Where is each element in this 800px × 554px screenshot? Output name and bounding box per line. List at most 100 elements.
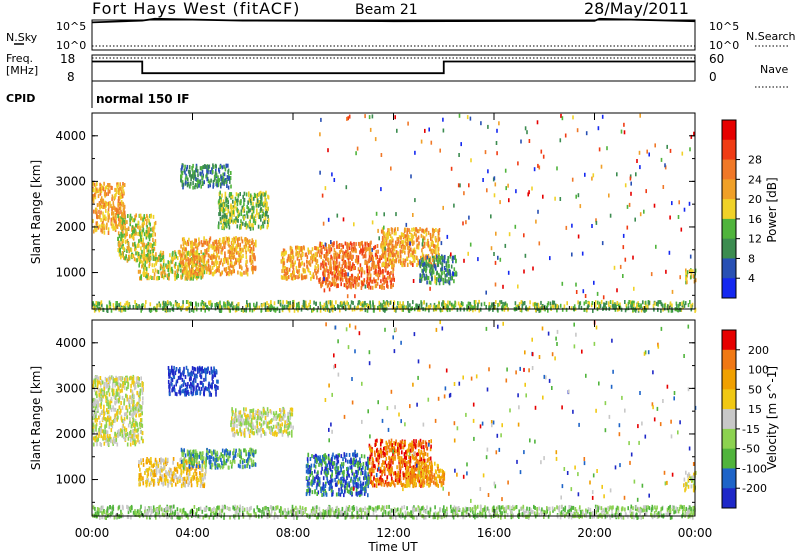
- heatmap-cell: [360, 267, 362, 272]
- heatmap-cell: [166, 273, 168, 278]
- heatmap-cell: [267, 214, 269, 219]
- heatmap-cell: [689, 147, 691, 152]
- heatmap-cell: [231, 205, 233, 209]
- heatmap-cell: [185, 257, 187, 262]
- heatmap-cell: [438, 237, 441, 242]
- heatmap-cell: [137, 220, 140, 225]
- heatmap-cell: [125, 233, 127, 238]
- heatmap-cell: [219, 182, 222, 187]
- heatmap-cell: [427, 230, 430, 235]
- heatmap-cell: [331, 271, 333, 276]
- heatmap-cell: [109, 416, 112, 421]
- heatmap-cell: [321, 282, 324, 287]
- heatmap-cell: [319, 132, 321, 137]
- heatmap-cell: [326, 277, 328, 282]
- heatmap-cell: [412, 251, 414, 255]
- heatmap-cell: [373, 277, 375, 282]
- heatmap-cell: [226, 184, 228, 188]
- heatmap-cell: [383, 244, 386, 249]
- heatmap-cell: [381, 303, 383, 308]
- heatmap-cell: [499, 257, 502, 262]
- heatmap-cell: [124, 307, 127, 312]
- heatmap-cell: [427, 258, 430, 263]
- heatmap-cell: [118, 234, 121, 239]
- heatmap-cell: [459, 183, 461, 188]
- heatmap-cell: [433, 250, 436, 254]
- heatmap-cell: [119, 192, 122, 197]
- heatmap-cell: [156, 256, 158, 261]
- heatmap-cell: [348, 242, 350, 247]
- heatmap-cell: [383, 231, 386, 236]
- heatmap-cell: [334, 250, 337, 255]
- heatmap-cell: [108, 392, 111, 397]
- heatmap-cell: [191, 307, 193, 312]
- heatmap-cell: [264, 212, 267, 217]
- heatmap-cell: [325, 265, 328, 270]
- heatmap-cell: [427, 254, 430, 258]
- heatmap-cell: [626, 306, 628, 311]
- heatmap-cell: [107, 402, 110, 407]
- heatmap-cell: [477, 302, 479, 307]
- heatmap-cell: [169, 267, 171, 272]
- heatmap-cell: [184, 267, 186, 272]
- heatmap-cell: [403, 233, 405, 238]
- heatmap-cell: [677, 215, 680, 219]
- heatmap-cell: [670, 308, 673, 313]
- heatmap-cell: [340, 243, 343, 248]
- heatmap-cell: [550, 306, 552, 311]
- heatmap-cell: [180, 244, 182, 249]
- heatmap-cell: [193, 259, 196, 264]
- heatmap-cell: [138, 398, 140, 403]
- heatmap-cell: [235, 192, 238, 197]
- heatmap-cell: [229, 263, 232, 268]
- heatmap-cell: [331, 172, 333, 177]
- heatmap-cell: [152, 268, 154, 273]
- heatmap-cell: [167, 308, 169, 313]
- heatmap-cell: [215, 168, 217, 173]
- heatmap-cell: [139, 225, 141, 230]
- heatmap-cell: [263, 213, 266, 218]
- heatmap-cell: [303, 246, 305, 251]
- heatmap-cell: [150, 214, 152, 219]
- heatmap-cell: [360, 286, 363, 290]
- heatmap-cell: [105, 384, 108, 389]
- heatmap-cell: [501, 306, 503, 311]
- heatmap-cell: [112, 226, 114, 231]
- heatmap-cell: [520, 139, 522, 144]
- heatmap-cell: [399, 306, 401, 311]
- heatmap-cell: [473, 305, 475, 310]
- heatmap-cell: [628, 300, 630, 304]
- heatmap-cell: [160, 264, 163, 269]
- heatmap-cell: [252, 215, 254, 220]
- heatmap-cell: [99, 205, 101, 210]
- heatmap-cell: [108, 215, 110, 220]
- heatmap-cell: [180, 268, 182, 273]
- heatmap-cell: [252, 252, 254, 257]
- heatmap-cell: [504, 243, 507, 248]
- heatmap-cell: [119, 182, 121, 187]
- heatmap-cell: [214, 245, 216, 250]
- heatmap-cell: [271, 305, 274, 310]
- heatmap-cell: [284, 304, 286, 309]
- heatmap-cell: [196, 255, 198, 260]
- heatmap-cell: [239, 225, 241, 230]
- heatmap-cell: [147, 248, 150, 253]
- heatmap-cell: [449, 272, 452, 277]
- heatmap-cell: [442, 117, 444, 122]
- heatmap-cell: [369, 257, 372, 261]
- heatmap-cell: [243, 202, 245, 207]
- heatmap-cell: [129, 417, 131, 422]
- heatmap-cell: [102, 221, 104, 226]
- heatmap-cell: [118, 432, 120, 437]
- heatmap-cell: [303, 300, 306, 305]
- heatmap-cell: [366, 247, 369, 252]
- heatmap-cell: [383, 212, 385, 217]
- heatmap-cell: [380, 153, 383, 157]
- heatmap-cell: [437, 262, 440, 267]
- heatmap-cell: [492, 302, 494, 307]
- heatmap-cell: [252, 205, 255, 210]
- heatmap-cell: [441, 271, 443, 276]
- heatmap-cell: [552, 304, 555, 309]
- heatmap-cell: [201, 243, 203, 248]
- heatmap-cell: [182, 303, 184, 308]
